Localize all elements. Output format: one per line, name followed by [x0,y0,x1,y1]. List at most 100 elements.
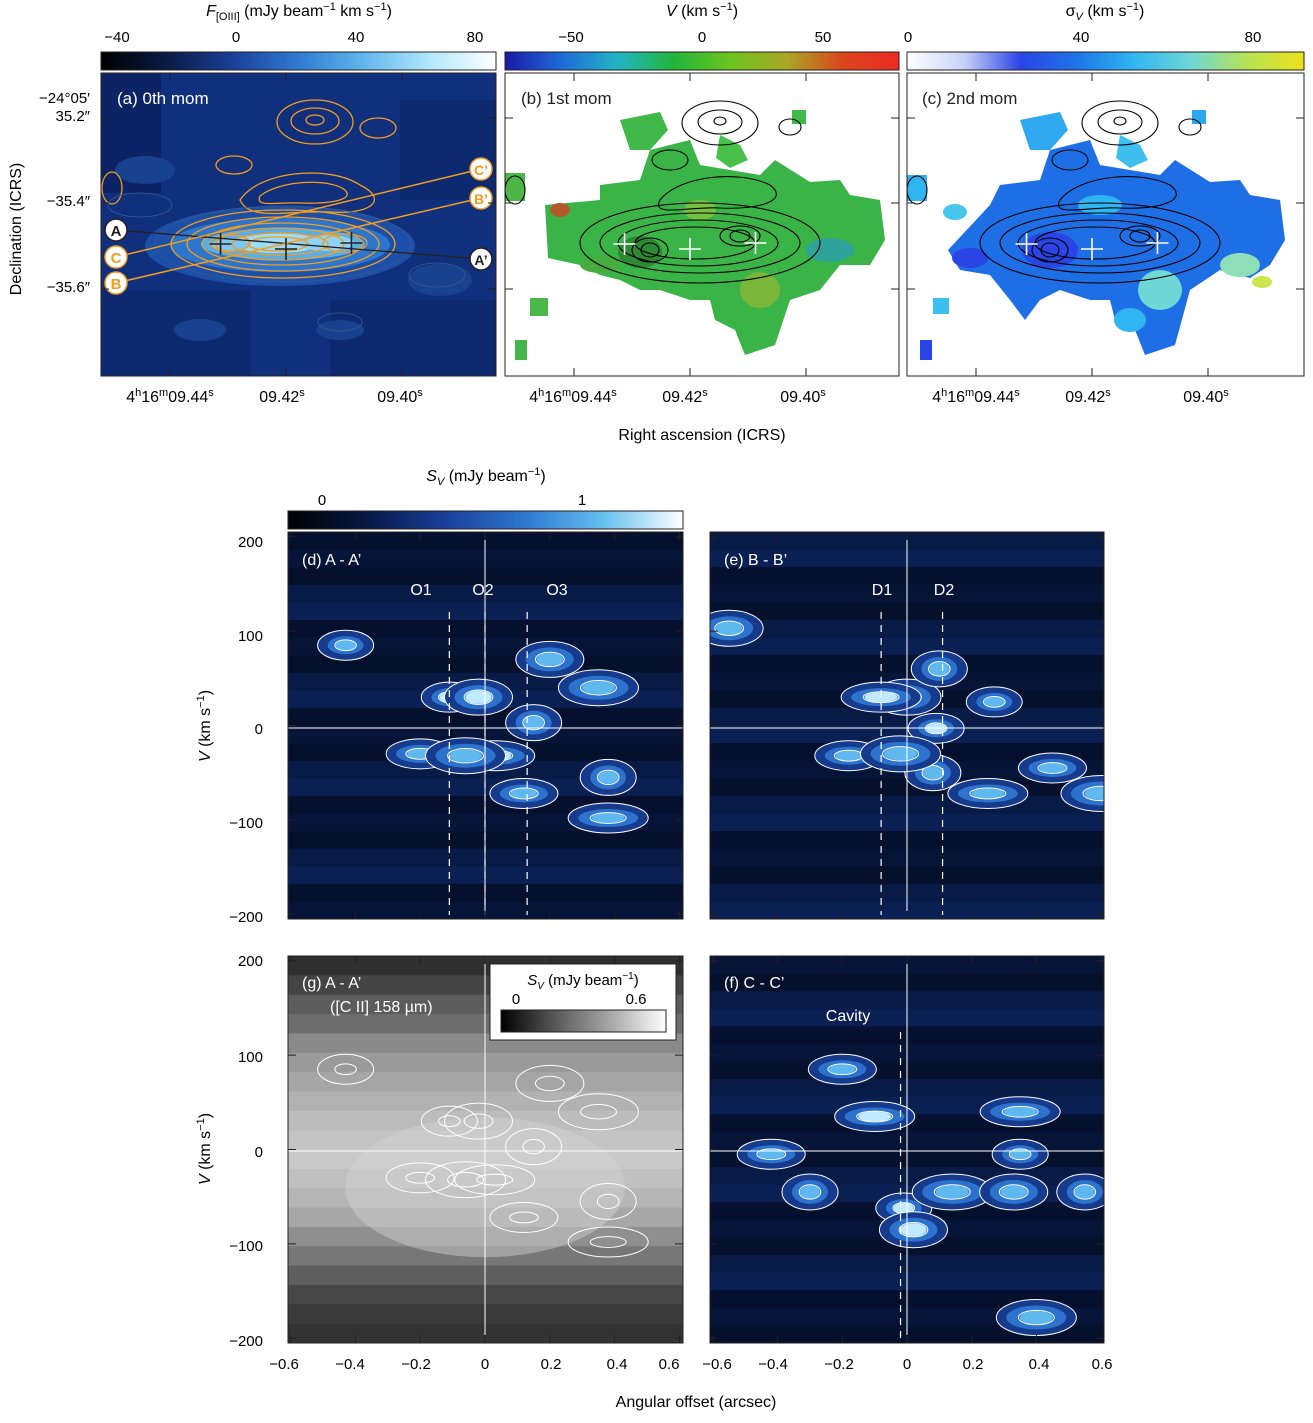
colorbar-g-tick-label: 0 [512,991,520,1008]
pv-contour [334,639,357,652]
pv-contour [589,1236,627,1248]
panel-b-label: (b) 1st mom [521,89,612,108]
pv-contour [991,1138,1049,1170]
pv-contour [557,669,639,707]
pv-contour [921,764,945,781]
panel-a-peak-markers [209,232,363,260]
colorbar-a [100,51,497,71]
svg-text:4h16m09.44s: 4h16m09.44s [529,387,617,406]
panel-e-emission [710,609,1104,812]
v-tick-label: −200 [229,909,263,926]
cut-C-prime-label: C’ [469,157,493,181]
pv-emission-core [758,1149,785,1160]
svg-text:C: C [111,250,122,267]
panel-c-contours [907,100,1221,284]
pv-emission-core [581,681,615,695]
svg-text:0: 0 [903,1356,911,1373]
pv-emission-core [449,749,483,763]
v-tick-label: 0 [255,721,263,738]
pv-emission-core [1010,1149,1031,1160]
pv-emission-core [900,1223,927,1237]
pv-contour [463,689,494,705]
panel-e-label: (e) B - B’ [724,552,787,569]
offset-axis-title: Angular offset (arcsec) [616,1394,777,1411]
pv-emission-core [922,766,943,780]
colorbar-pv-tick-label: 1 [578,492,586,509]
svg-text:09.42s: 09.42s [1065,387,1111,406]
pv-contour [998,1184,1029,1200]
pv-contour [557,1093,639,1131]
pv-contour [710,609,764,647]
colorbar-g-tick-label: 0.6 [626,991,647,1008]
pv-contour [534,651,565,668]
pv-emission-core [1019,1310,1053,1325]
panel-d-emission [317,629,649,834]
panel-a-label: (a) 0th mom [117,89,209,108]
panel-d-pv: (d) A - A’ [287,531,684,920]
pv-contour [567,802,649,834]
pv-contour [878,1211,948,1249]
pv-emission-core [971,788,1005,799]
marker-D2-label: D2 [934,582,955,599]
colorbar-c-title: σV (km s−1) [1066,1,1145,23]
pv-contour [965,686,1023,718]
pv-emission-core [864,692,898,703]
colorbar-g-title: SV (mJy beam−1) [527,971,638,992]
pv-contour [860,735,942,773]
svg-text:−0.2: −0.2 [824,1356,854,1373]
panel-c-peak-markers [1015,232,1169,260]
v-tick-label: −100 [229,815,263,832]
v-axis-title: V (km s−1) [195,690,214,762]
colorbar-b-tick-label: 50 [815,29,832,46]
pv-emission-core [858,1111,892,1122]
panel-f-emission [736,1053,1104,1337]
pv-contour [589,812,627,824]
colorbar-a-title: F[OIII] (mJy beam−1 km s−1) [206,1,392,23]
pv-contour [1082,785,1104,802]
svg-text:A’: A’ [474,252,487,268]
cut-B-line [115,197,482,284]
pv-contour [979,1173,1049,1211]
colorbar-c-tick-label: 0 [904,29,912,46]
ra-tick-labels-a: 4h16m09.44s 09.42s 09.40s [126,387,423,406]
offset-tick-labels-right: −0.6 −0.4 −0.2 0 0.2 0.4 0.6 [702,1356,1112,1373]
cut-B-prime-label: B’ [469,186,493,210]
pv-contour [1073,1184,1097,1200]
pv-contour [579,680,617,696]
pv-emission-core [1000,1185,1027,1199]
pv-emission-core [893,1203,914,1213]
pv-contour [444,678,514,716]
pv-contour [1017,1309,1055,1326]
v-axis-title: V (km s−1) [195,1113,214,1185]
pv-contour [856,1110,894,1123]
pv-contour [579,1104,617,1120]
pv-contour [807,1053,877,1085]
marker-O2-label: O2 [472,582,493,599]
colorbar-pv-title: SV (mJy beam−1) [426,466,545,488]
svg-text:0.6: 0.6 [659,1356,680,1373]
pv-emission-core [929,662,950,676]
svg-text:B: B [111,276,122,293]
pv-contour [1001,1105,1039,1118]
pv-contour [1056,1173,1104,1211]
pv-emission-core [835,750,862,761]
pv-contour [882,746,920,762]
pv-contour [579,1182,637,1220]
colorbar-a-tick-label: 0 [232,29,240,46]
colorbar-c-tick-label: 80 [1245,29,1262,46]
pv-emission-core [1039,763,1066,773]
pv-contour [505,1128,563,1166]
pv-contour [827,1063,858,1076]
v-tick-label: 200 [238,534,263,551]
panel-c-frame [906,72,1305,377]
svg-text:0.4: 0.4 [607,1356,628,1373]
colorbar-c [906,51,1305,71]
pv-contour [447,748,485,764]
pv-contour [425,737,507,775]
colorbar-b [504,51,900,71]
panel-b-peak-markers [613,232,767,260]
top-row-tick-marks [101,73,1304,376]
pv-emission-core [1074,1185,1095,1199]
cut-B-label: B [104,271,128,295]
